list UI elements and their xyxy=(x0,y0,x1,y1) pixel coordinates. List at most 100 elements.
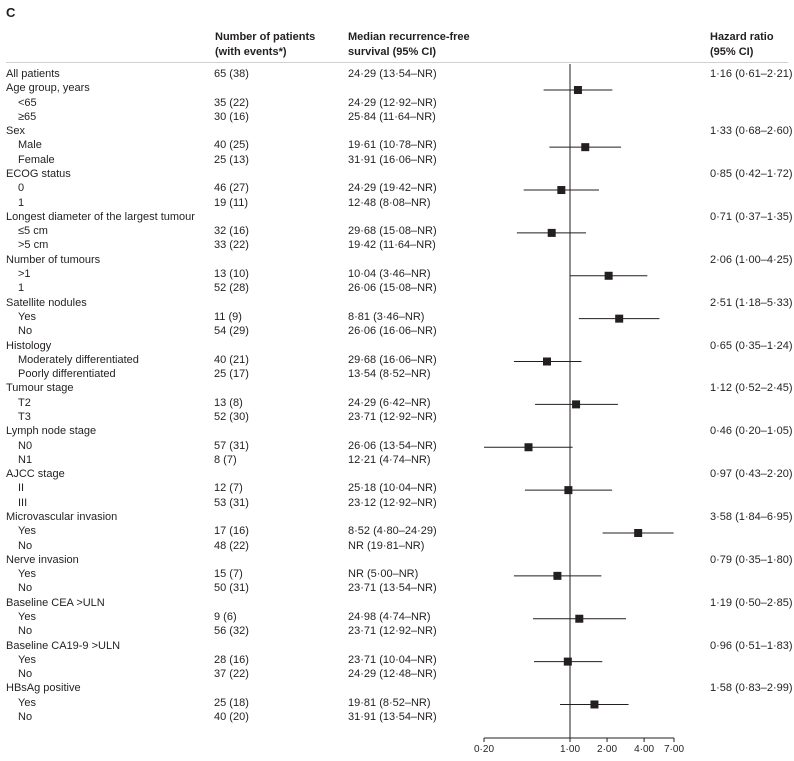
group-label: Histology xyxy=(6,339,52,352)
patients-value: 50 (31) xyxy=(214,582,249,595)
subgroup-label: Female xyxy=(18,153,55,166)
subgroup-label: Yes xyxy=(18,568,36,581)
rfs-value: 19·81 (8·52–NR) xyxy=(348,696,431,709)
subgroup-label: Poorly differentiated xyxy=(18,368,116,381)
patients-value: 33 (22) xyxy=(214,239,249,252)
subgroup-label: T2 xyxy=(18,396,31,409)
hazard-ratio-value: 1·58 (0·83–2·99) xyxy=(710,682,793,695)
x-tick-label: 4·00 xyxy=(634,744,654,755)
patients-value: 54 (29) xyxy=(214,325,249,338)
hazard-ratio-marker xyxy=(573,86,582,94)
subgroup-label: III xyxy=(18,496,28,509)
subgroup-label: No xyxy=(18,625,33,638)
hazard-ratio-value: 0·96 (0·51–1·83) xyxy=(710,639,793,652)
x-tick-label: 2·00 xyxy=(597,744,617,755)
hazard-ratio-marker xyxy=(634,528,643,537)
header-rule xyxy=(6,62,788,63)
subgroup-label: 0 xyxy=(18,182,25,195)
subgroup-label: N0 xyxy=(18,439,33,452)
patients-value: 40 (20) xyxy=(214,711,249,724)
rfs-value: 31·91 (13·54–NR) xyxy=(348,711,437,724)
hazard-ratio-value: 1·12 (0·52–2·45) xyxy=(710,382,793,395)
rfs-value: NR (5·00–NR) xyxy=(348,568,419,581)
hazard-ratio-marker xyxy=(563,657,572,666)
rfs-value: 24·29 (19·42–NR) xyxy=(348,182,437,195)
hazard-ratio-marker xyxy=(557,186,566,195)
rfs-value: 19·42 (11·64–NR) xyxy=(348,239,436,252)
hazard-ratio-value: 0·79 (0·35–1·80) xyxy=(710,553,793,566)
patients-value: 52 (28) xyxy=(214,282,249,295)
group-label: Sex xyxy=(6,125,25,138)
header-rfs-line1: Median recurrence-free xyxy=(348,31,470,43)
group-label: Microvascular invasion xyxy=(6,510,118,523)
group-label: Tumour stage xyxy=(6,382,74,395)
hazard-ratio-marker xyxy=(590,700,599,709)
group-label: Nerve invasion xyxy=(6,553,79,566)
subgroup-label: No xyxy=(18,539,33,552)
patients-value: 48 (22) xyxy=(214,539,249,552)
subgroup-label: Yes xyxy=(18,310,36,323)
subgroup-label: No xyxy=(18,582,33,595)
group-label: ECOG status xyxy=(6,168,71,181)
group-label: Baseline CEA >ULN xyxy=(6,596,105,609)
group-label: Satellite nodules xyxy=(6,296,87,309)
patients-value: 46 (27) xyxy=(214,182,249,195)
patients-value: 13 (10) xyxy=(214,268,249,281)
subgroup-label: No xyxy=(18,325,33,338)
hazard-ratio-marker xyxy=(524,443,533,452)
patients-value: 13 (8) xyxy=(214,396,243,409)
patients-value: 25 (18) xyxy=(214,696,249,709)
patients-value: 8 (7) xyxy=(214,453,237,466)
group-label: Baseline CA19-9 >ULN xyxy=(6,639,121,652)
hazard-ratio-value: 1·33 (0·68–2·60) xyxy=(710,125,793,138)
rfs-value: 8·81 (3·46–NR) xyxy=(348,310,425,323)
subgroup-label: Yes xyxy=(18,696,36,709)
subgroup-label: Moderately differentiated xyxy=(18,353,139,366)
patients-value: 17 (16) xyxy=(214,525,249,538)
hazard-ratio-marker xyxy=(581,143,590,152)
patients-value: 25 (17) xyxy=(214,368,249,381)
subgroup-label: No xyxy=(18,711,33,724)
subgroup-label: 1 xyxy=(18,196,25,209)
hazard-ratio-marker xyxy=(575,614,584,623)
group-label: Lymph node stage xyxy=(6,425,97,438)
subgroup-label: <65 xyxy=(18,96,37,109)
rfs-value: 31·91 (16·06–NR) xyxy=(348,153,437,166)
hazard-ratio-value: 1·16 (0·61–2·21) xyxy=(710,68,793,80)
patients-value: 9 (6) xyxy=(214,611,237,624)
panel-label: C xyxy=(6,5,16,20)
rfs-value: 19·61 (10·78–NR) xyxy=(348,139,437,152)
hazard-ratio-value: 0·65 (0·35–1·24) xyxy=(710,339,793,352)
subgroup-label: Male xyxy=(18,139,42,152)
subgroup-label: Yes xyxy=(18,525,36,538)
subgroup-label: Yes xyxy=(18,611,36,624)
group-label: Longest diameter of the largest tumour xyxy=(6,210,195,223)
hazard-ratio-value: 0·85 (0·42–1·72) xyxy=(710,168,793,181)
hazard-ratio-marker xyxy=(564,486,573,495)
patients-value: 32 (16) xyxy=(214,225,249,238)
subgroup-label: >1 xyxy=(18,268,31,281)
header-hr-line1: Hazard ratio xyxy=(710,31,774,43)
rfs-value: NR (19·81–NR) xyxy=(348,539,425,552)
subgroup-label: >5 cm xyxy=(18,239,49,252)
hazard-ratio-marker xyxy=(572,400,581,409)
patients-value: 11 (9) xyxy=(214,310,242,323)
header-rfs-line2: survival (95% CI) xyxy=(348,46,437,58)
header-hr-line2: (95% CI) xyxy=(710,46,754,58)
header-hazard-ratio: Hazard ratio (95% CI) xyxy=(710,30,774,60)
subgroup-label: II xyxy=(18,482,25,495)
rfs-value: 23·71 (13·54–NR) xyxy=(348,582,437,595)
hazard-ratio-marker xyxy=(615,314,624,323)
rfs-value: 12·21 (4·74–NR) xyxy=(348,453,431,466)
subgroup-label: T3 xyxy=(18,410,31,423)
patients-value: 25 (13) xyxy=(214,153,249,166)
rfs-value: 24·29 (12·48–NR) xyxy=(348,668,437,681)
rfs-value: 26·06 (13·54–NR) xyxy=(348,439,437,452)
subgroup-label: ≥65 xyxy=(18,110,37,123)
rfs-value: 23·71 (12·92–NR) xyxy=(348,410,437,423)
subgroup-label: 1 xyxy=(18,282,25,295)
rfs-value: 26·06 (16·06–NR) xyxy=(348,325,437,338)
hazard-ratio-marker xyxy=(604,271,613,280)
patients-value: 40 (21) xyxy=(214,353,249,366)
